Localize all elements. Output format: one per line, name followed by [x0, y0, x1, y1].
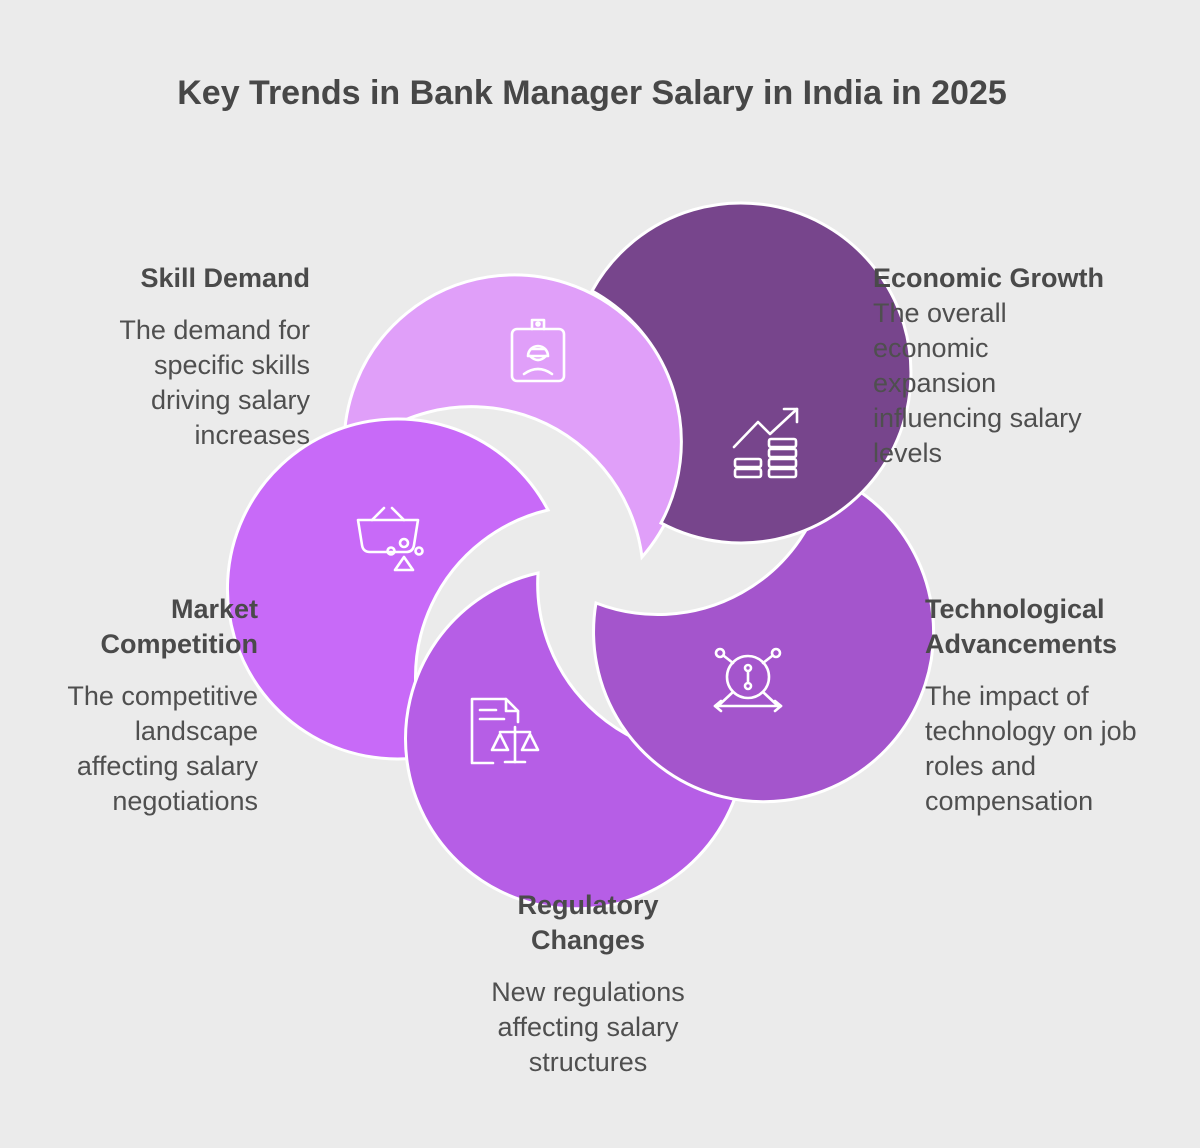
heading-regulatory-changes: Changes [530, 925, 646, 955]
document-scales-icon [470, 697, 540, 765]
desc-market-competition-line: landscape [134, 716, 258, 746]
desc-technological-advancements-line: roles and [925, 751, 1037, 781]
growth-coins-icon [732, 407, 799, 479]
heading-regulatory-changes: Regulatory [517, 890, 659, 920]
heading-economic-growth: Economic Growth [873, 263, 1105, 293]
segment-economic-growth[interactable] [589, 201, 913, 545]
desc-economic-growth-line: influencing salary [873, 403, 1082, 433]
desc-regulatory-changes-line: affecting salary [497, 1012, 679, 1042]
segment-technological-advancements[interactable] [592, 471, 936, 804]
desc-market-competition-line: negotiations [112, 786, 258, 816]
desc-skill-demand-line: The demand for [119, 315, 310, 345]
desc-market-competition-line: The competitive [67, 681, 258, 711]
heading-technological-advancements: Technological [925, 594, 1105, 624]
desc-technological-advancements-line: compensation [925, 786, 1094, 816]
desc-skill-demand-line: specific skills [153, 350, 310, 380]
network-hub-icon [713, 647, 783, 713]
desc-skill-demand-line: increases [194, 420, 310, 450]
desc-market-competition-line: affecting salary [76, 751, 258, 781]
desc-economic-growth-line: expansion [873, 368, 997, 398]
basket-competition-icon [356, 506, 424, 572]
segment-market-competition[interactable] [225, 417, 551, 761]
page-title: Key Trends in Bank Manager Salary in Ind… [177, 74, 1007, 112]
heading-market-competition: Competition [100, 629, 258, 659]
heading-technological-advancements: Advancements [925, 629, 1118, 659]
desc-regulatory-changes-line: New regulations [491, 977, 685, 1007]
desc-technological-advancements-line: The impact of [925, 681, 1089, 711]
label-economic-growth: Economic Growth The overall economic exp… [873, 261, 1193, 471]
desc-economic-growth-line: economic [873, 333, 989, 363]
desc-technological-advancements-line: technology on job [925, 716, 1137, 746]
label-skill-demand: Skill Demand The demand for specific ski… [10, 261, 310, 453]
label-market-competition: Market Competition The competitive lands… [8, 592, 258, 819]
job-badge-icon [510, 318, 566, 383]
label-technological-advancements: Technological Advancements The impact of… [925, 592, 1195, 819]
desc-skill-demand-line: driving salary [150, 385, 310, 415]
desc-economic-growth-line: The overall [873, 298, 1007, 328]
heading-market-competition: Market [170, 594, 258, 624]
segment-regulatory-changes[interactable] [404, 571, 747, 911]
heading-skill-demand: Skill Demand [140, 263, 310, 293]
desc-economic-growth-line: levels [873, 438, 943, 468]
label-regulatory-changes: Regulatory Changes New regulations affec… [438, 888, 738, 1080]
desc-regulatory-changes-line: structures [528, 1047, 648, 1077]
